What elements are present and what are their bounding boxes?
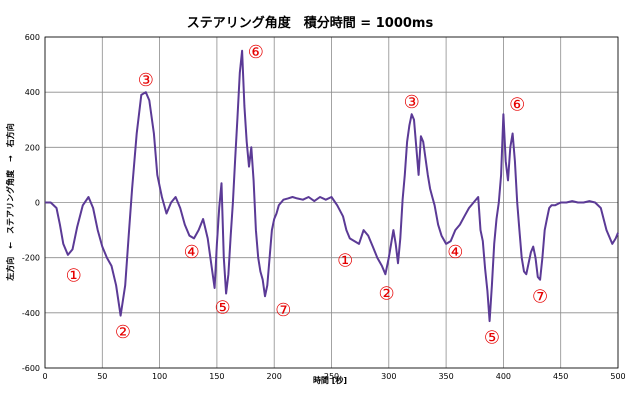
event-marker: ④ xyxy=(184,242,200,263)
y-tick-label: 200 xyxy=(25,143,40,152)
event-marker: ② xyxy=(115,322,131,343)
x-tick-label: 100 xyxy=(152,372,167,381)
event-marker: ⑤ xyxy=(215,297,231,318)
y-tick-label: -400 xyxy=(22,309,40,318)
x-tick-label: 300 xyxy=(381,372,396,381)
x-tick-label: 200 xyxy=(267,372,282,381)
x-tick-label: 150 xyxy=(209,372,224,381)
event-marker: ③ xyxy=(138,70,154,91)
event-marker: ④ xyxy=(447,242,463,263)
y-tick-label: -200 xyxy=(22,254,40,263)
steering-angle-series-line xyxy=(45,49,619,323)
y-tick-label: -600 xyxy=(22,364,40,373)
tick-labels: 0 50 100 150 200 250 300 350 400 450 500 600 400 200 0… xyxy=(22,33,626,381)
x-tick-label: 50 xyxy=(97,372,107,381)
event-marker: ⑦ xyxy=(532,286,548,307)
x-tick-label: 500 xyxy=(610,372,625,381)
event-marker: ① xyxy=(337,250,353,271)
event-marker: ③ xyxy=(404,92,420,113)
x-tick-label: 0 xyxy=(42,372,47,381)
y-tick-label: 0 xyxy=(35,199,40,208)
x-tick-label: 250 xyxy=(324,372,339,381)
chart-title: ステアリング角度 積分時間 = 1000ms xyxy=(187,15,434,31)
event-annotations: ① ② ③ ④ ⑤ ⑥ ⑦ ① ② ③ ④ ⑤ ⑥ ⑦ xyxy=(66,42,549,348)
x-tick-label: 350 xyxy=(438,372,453,381)
y-tick-label: 600 xyxy=(25,33,40,42)
event-marker: ⑥ xyxy=(509,95,525,116)
x-tick-label: 400 xyxy=(496,372,511,381)
event-marker: ⑦ xyxy=(275,300,291,321)
x-axis-label: 時間 [秒] xyxy=(313,375,347,385)
event-marker: ① xyxy=(66,266,82,287)
y-axis-label: 左方向 ← ステアリング角度 → 右方向 xyxy=(5,123,15,281)
event-marker: ② xyxy=(378,284,394,305)
y-tick-label: 400 xyxy=(25,88,40,97)
event-marker: ⑤ xyxy=(484,328,500,349)
event-marker: ⑥ xyxy=(248,42,264,63)
x-tick-label: 450 xyxy=(553,372,568,381)
